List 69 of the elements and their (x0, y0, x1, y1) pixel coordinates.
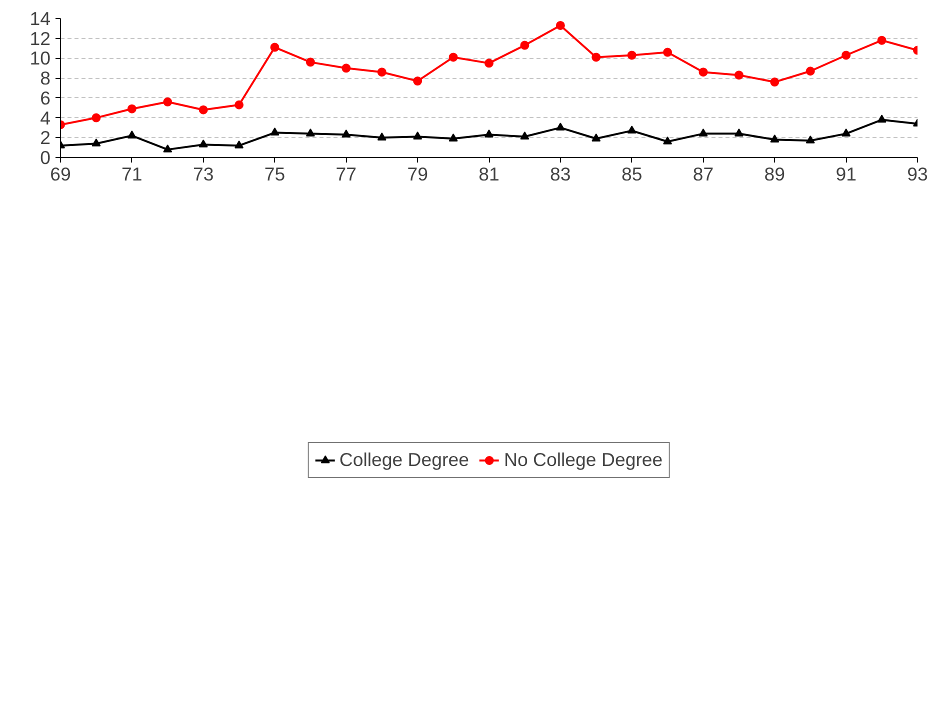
point (342, 64, 351, 73)
point (484, 58, 494, 68)
y-tick-label: 14 (30, 8, 51, 29)
y-tick-label: 8 (40, 68, 51, 89)
point (842, 50, 851, 60)
point (92, 113, 101, 122)
point (163, 97, 172, 106)
point (592, 52, 601, 62)
point (448, 52, 458, 62)
y-tick-label: 10 (30, 48, 51, 69)
x-tick-label: 77 (336, 164, 357, 184)
point (734, 70, 744, 80)
point (413, 76, 422, 86)
point (734, 128, 744, 136)
point (842, 128, 851, 136)
point (306, 128, 315, 136)
point (698, 68, 708, 77)
point (198, 139, 208, 148)
point (163, 144, 172, 152)
point (342, 130, 351, 138)
x-tick-label: 69 (50, 164, 71, 184)
point (127, 130, 136, 138)
point (770, 78, 780, 87)
x-tick-label: 79 (407, 164, 428, 184)
point (520, 40, 530, 50)
point (270, 42, 280, 52)
point (806, 136, 815, 144)
point (413, 132, 422, 140)
point (448, 134, 458, 142)
x-tick-label: 89 (764, 164, 786, 184)
point (592, 134, 601, 142)
point (306, 58, 315, 67)
point (627, 126, 636, 134)
point (877, 36, 886, 45)
point (663, 136, 672, 144)
point (92, 138, 101, 146)
x-tick-label: 73 (192, 164, 214, 184)
point (484, 130, 494, 138)
y-tick-label: 2 (40, 127, 51, 148)
point (556, 20, 565, 30)
point (663, 48, 672, 57)
point (234, 140, 244, 148)
y-tick-label: 6 (40, 87, 51, 108)
point (556, 122, 565, 131)
point (270, 128, 280, 136)
point (198, 105, 208, 114)
point (806, 66, 815, 76)
x-tick-label: 85 (621, 164, 642, 184)
x-tick-label: 71 (122, 164, 142, 184)
x-tick-label: 93 (907, 164, 928, 184)
x-tick-label: 83 (550, 164, 571, 184)
x-tick-label: 91 (836, 164, 856, 184)
x-tick-label: 75 (264, 164, 286, 184)
point (234, 100, 244, 110)
y-tick-label: 4 (40, 107, 51, 128)
x-tick-label: 87 (692, 164, 714, 184)
point (377, 68, 386, 77)
y-tick-label: 12 (30, 28, 51, 49)
point (770, 134, 780, 142)
legend-label: College Degree (339, 449, 469, 471)
point (698, 128, 708, 136)
x-tick-label: 81 (478, 164, 500, 184)
point (127, 104, 136, 114)
y-tick-label: 0 (40, 147, 51, 168)
point (520, 132, 530, 140)
point (627, 50, 636, 60)
legend-label: No College Degree (504, 449, 663, 471)
point (377, 132, 386, 140)
point (877, 114, 886, 123)
